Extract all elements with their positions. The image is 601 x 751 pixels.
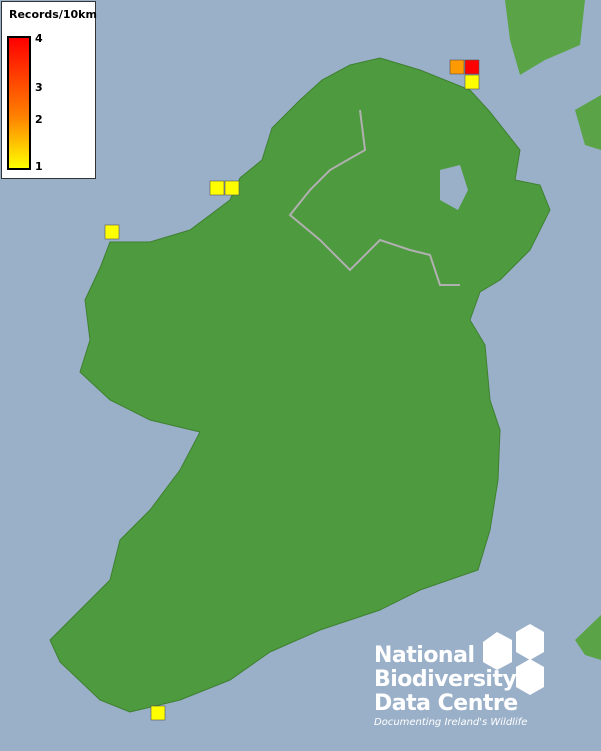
record-square-north-coast-2[interactable] [464,59,480,75]
logo-hexagons-icon [483,624,544,695]
legend: Records/10km 4 3 2 1 [1,1,97,179]
legend-label-4: 4 [35,32,43,45]
logo-name: National Biodiversity Data Centre [374,644,518,716]
border-line [288,109,460,286]
record-square-mayo-coast[interactable] [104,224,120,240]
lough-neagh [440,165,468,210]
logo-tagline: Documenting Ireland's Wildlife [374,717,528,728]
scotland-coast-east [575,95,601,150]
legend-title: Records/10km [9,8,97,21]
legend-color-bar [7,36,31,170]
legend-label-3: 3 [35,81,43,94]
record-square-donegal-bay-1[interactable] [209,180,225,196]
wales-coast [575,615,601,660]
logo-line-3: Data Centre [374,691,518,716]
record-square-cork-coast[interactable] [150,705,166,721]
legend-label-1: 1 [35,160,43,173]
logo-line-1: National [374,643,475,668]
logo-line-2: Biodiversity [374,667,517,692]
record-square-north-coast-3[interactable] [464,74,480,90]
scotland-landmass [505,0,585,75]
nbdc-logo: National Biodiversity Data Centre Docume… [372,622,552,732]
record-square-donegal-bay-2[interactable] [224,180,240,196]
record-square-north-coast-1[interactable] [449,59,465,75]
ireland-landmass [49,57,551,713]
legend-label-2: 2 [35,113,43,126]
